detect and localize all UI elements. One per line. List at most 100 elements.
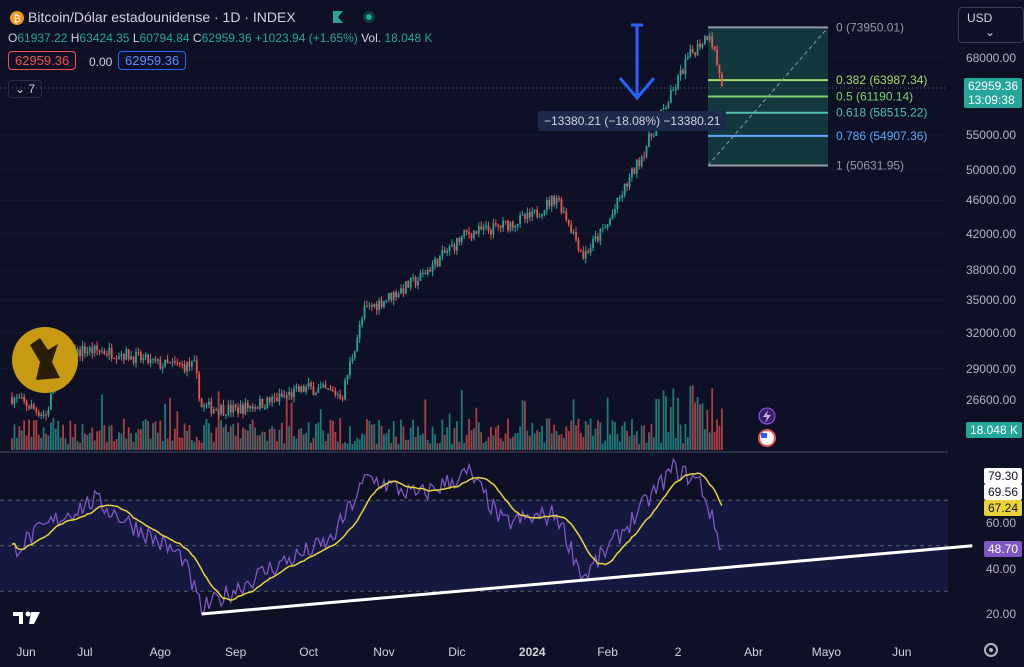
volume-bar xyxy=(708,432,711,450)
volume-bar xyxy=(492,435,495,450)
volume-bar xyxy=(482,442,485,450)
candle-body xyxy=(453,244,456,251)
candle-body xyxy=(115,358,118,360)
candle-body xyxy=(152,358,154,360)
volume-bar xyxy=(108,426,111,450)
volume-bar xyxy=(475,407,478,450)
volume-bar xyxy=(64,437,67,450)
candle-body xyxy=(473,231,475,239)
candle-body xyxy=(468,232,470,235)
time-axis[interactable]: Jun Jul Ago Sep Oct Nov Dic 2024 Feb 2 Abr Mayo Jun xyxy=(16,645,911,659)
volume-bar xyxy=(86,434,89,450)
volume-bar xyxy=(643,425,646,450)
volume-bar xyxy=(52,418,55,450)
volume-bar xyxy=(149,438,152,450)
candle-body xyxy=(482,227,485,230)
candle-body xyxy=(531,211,534,217)
candle-body xyxy=(215,409,218,411)
candle-body xyxy=(156,359,159,361)
candle-body xyxy=(88,347,91,352)
candle-body xyxy=(336,394,339,396)
candle-body xyxy=(193,360,196,362)
volume-bar xyxy=(42,427,45,450)
volume-bar xyxy=(220,420,222,450)
volume-bar xyxy=(601,443,604,450)
time-tick-label: Mayo xyxy=(812,645,842,659)
volume-bar xyxy=(655,399,658,450)
candle-body xyxy=(261,398,264,408)
event-flash-icon[interactable] xyxy=(758,407,776,425)
volume-bar xyxy=(324,441,327,450)
time-tick-label: Feb xyxy=(597,645,618,659)
candle-body xyxy=(234,404,237,408)
volume-bar xyxy=(249,423,252,450)
candle-body xyxy=(159,359,162,369)
candle-body xyxy=(35,408,38,412)
candle-body xyxy=(648,133,650,147)
rsi-trendline[interactable] xyxy=(201,544,973,616)
us-flag-icon[interactable] xyxy=(758,429,776,447)
volume-bar xyxy=(244,429,247,450)
candle-body xyxy=(251,406,254,409)
symbol-title[interactable]: Bitcoin/Dólar estadounidense · 1D · INDE… xyxy=(28,9,296,25)
candle-body xyxy=(548,200,551,207)
volume-bar xyxy=(662,390,665,450)
candle-body xyxy=(409,278,412,288)
candle-body xyxy=(122,354,125,360)
volume-bar xyxy=(273,428,276,450)
candle-body xyxy=(412,277,415,279)
candle-body xyxy=(560,199,563,213)
volume-bar xyxy=(414,436,417,450)
volume-bar xyxy=(502,441,504,450)
candle-body xyxy=(458,237,461,243)
currency-selector[interactable]: USD ⌄ xyxy=(958,7,1024,43)
volume-bar xyxy=(473,428,475,450)
volume-bar xyxy=(618,441,621,450)
volume-bar xyxy=(380,425,383,450)
candle-body xyxy=(562,211,565,213)
time-tick-label: Ago xyxy=(150,645,172,659)
volume-bar xyxy=(67,443,69,450)
volume-bar xyxy=(392,420,395,450)
candle-body xyxy=(349,361,351,375)
candle-body xyxy=(718,64,721,74)
buy-button[interactable]: 62959.36 xyxy=(118,51,187,70)
rsi-tick-label: 60.00 xyxy=(985,516,1016,530)
candle-body xyxy=(161,366,164,369)
candle-body xyxy=(319,386,322,389)
tradingview-logo[interactable] xyxy=(13,611,40,625)
volume-bar xyxy=(288,426,291,450)
volume-bar xyxy=(169,397,171,450)
volume-bar xyxy=(645,442,648,450)
candle-body xyxy=(256,407,259,409)
volume-bar xyxy=(105,442,108,450)
volume-bar xyxy=(164,403,167,450)
volume-bar xyxy=(329,419,332,450)
candle-body xyxy=(395,292,398,298)
fibonacci-trend-line xyxy=(707,27,829,166)
candle-body xyxy=(682,70,684,74)
indicators-toggle[interactable]: ⌄ 7 xyxy=(8,80,43,98)
rsi-value-tag: 69.56 xyxy=(983,484,1022,500)
volume-bar xyxy=(545,418,548,450)
fibonacci-retracement[interactable]: 0 (73950.01) 0.382 (63987.34) 0.5 (61190.1… xyxy=(707,20,927,172)
down-arrow-drawing[interactable] xyxy=(618,23,656,101)
volume-bar xyxy=(191,439,193,450)
rsi-moving-average xyxy=(11,472,723,601)
volume-bar xyxy=(407,439,410,450)
volume-bar xyxy=(604,440,607,450)
candle-body xyxy=(419,272,422,281)
candle-body xyxy=(470,234,473,239)
volume-bar xyxy=(314,424,317,450)
candle-body xyxy=(118,356,120,359)
sell-button[interactable]: 62959.36 xyxy=(8,51,77,70)
volume-bar xyxy=(205,418,208,450)
candle-body xyxy=(456,237,458,251)
volume-bar xyxy=(669,406,672,450)
volume-bar xyxy=(76,441,79,450)
settings-gear-icon[interactable] xyxy=(984,643,998,657)
volume-bar xyxy=(660,442,663,450)
candle-body xyxy=(147,354,150,363)
volume-bars xyxy=(11,385,723,450)
